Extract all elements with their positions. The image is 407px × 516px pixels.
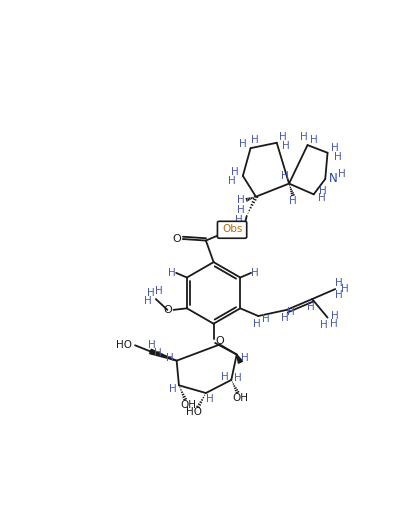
Text: O: O: [172, 234, 181, 244]
Text: H: H: [335, 152, 342, 163]
Text: H: H: [235, 215, 243, 225]
Text: H: H: [251, 268, 259, 278]
Text: H: H: [155, 286, 163, 296]
Text: H: H: [236, 205, 245, 215]
Text: H: H: [330, 319, 337, 329]
Text: H: H: [307, 302, 315, 312]
Text: H: H: [310, 135, 317, 144]
Text: H: H: [331, 143, 339, 153]
Text: H: H: [289, 196, 297, 205]
Text: H: H: [206, 394, 214, 404]
Text: H: H: [221, 372, 229, 382]
Text: HO: HO: [116, 340, 132, 350]
Text: H: H: [320, 320, 328, 330]
Text: HO: HO: [186, 407, 201, 417]
Text: H: H: [262, 314, 270, 324]
Text: H: H: [338, 169, 346, 180]
Text: H: H: [281, 313, 289, 324]
Text: H: H: [148, 340, 156, 349]
Text: H: H: [319, 186, 327, 196]
Text: H: H: [335, 290, 343, 300]
Text: H: H: [169, 384, 177, 394]
Text: H: H: [231, 167, 239, 177]
Text: H: H: [341, 284, 348, 294]
Text: OH: OH: [180, 399, 196, 410]
Text: H: H: [335, 278, 343, 288]
Text: H: H: [236, 195, 245, 205]
Text: H: H: [241, 352, 248, 363]
Text: OH: OH: [232, 393, 249, 402]
Polygon shape: [237, 354, 243, 363]
Text: O: O: [215, 336, 224, 346]
Text: H: H: [239, 139, 247, 149]
Text: O: O: [164, 305, 173, 315]
Text: H: H: [300, 133, 308, 142]
Text: H: H: [147, 288, 154, 298]
Text: Obs: Obs: [222, 224, 242, 234]
Polygon shape: [150, 349, 177, 361]
Text: H: H: [281, 171, 289, 181]
Text: N: N: [328, 172, 337, 185]
Text: H: H: [279, 133, 287, 142]
FancyBboxPatch shape: [217, 221, 247, 238]
Text: H: H: [154, 348, 162, 358]
Text: H: H: [331, 311, 339, 321]
Text: H: H: [253, 319, 260, 329]
Text: H: H: [287, 307, 295, 317]
Text: H: H: [144, 296, 152, 307]
Text: H: H: [166, 352, 173, 363]
Text: H: H: [251, 136, 258, 146]
Text: H: H: [168, 268, 176, 278]
Text: H: H: [234, 374, 242, 383]
Text: H: H: [282, 141, 290, 151]
Text: H: H: [317, 193, 325, 203]
Text: H: H: [228, 175, 236, 185]
